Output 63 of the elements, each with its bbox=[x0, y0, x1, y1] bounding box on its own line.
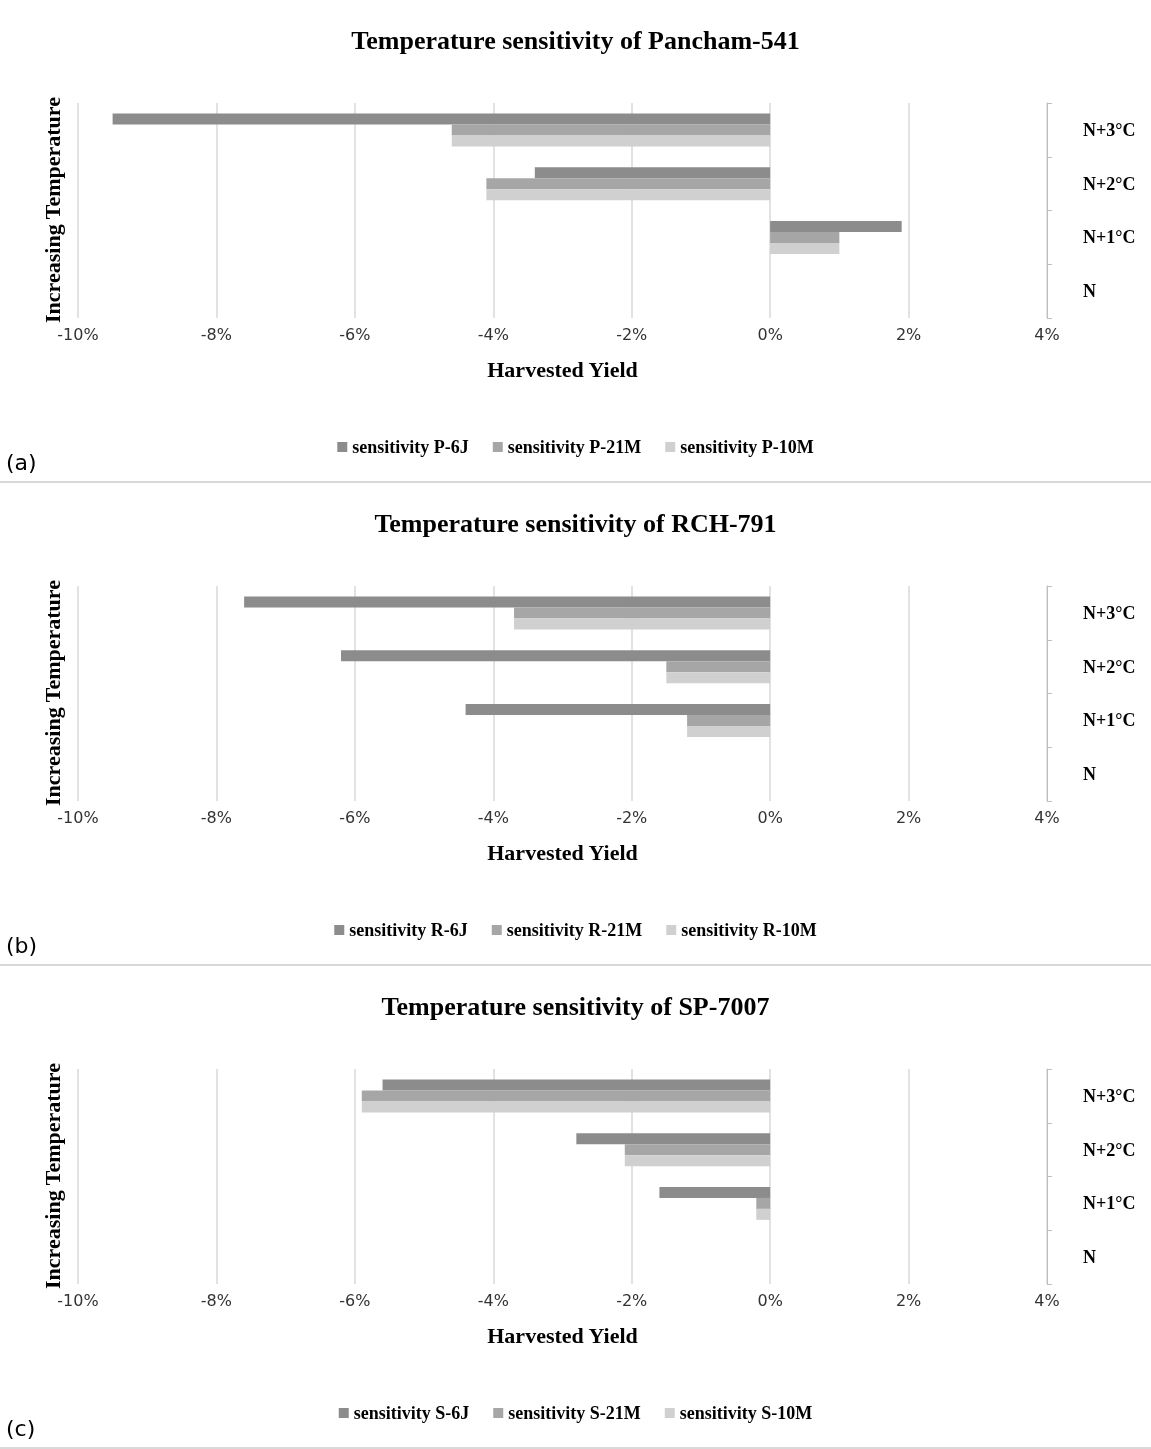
x-tick-label: -10% bbox=[57, 324, 99, 344]
x-axis-title: Harvested Yield bbox=[487, 839, 638, 865]
legend-label: sensitivity R-6J bbox=[349, 920, 468, 940]
legend-label: sensitivity R-21M bbox=[506, 920, 643, 940]
bar bbox=[770, 220, 902, 232]
chart-title: Temperature sensitivity of Pancham-541 bbox=[351, 25, 800, 55]
text: (a) bbox=[6, 449, 37, 475]
legend-label: sensitivity S-21M bbox=[508, 1403, 641, 1423]
x-tick-label: -8% bbox=[200, 807, 233, 827]
legend-label: sensitivity R-10M bbox=[681, 920, 817, 940]
x-tick-label: -4% bbox=[477, 807, 509, 827]
x-tick-label: 0% bbox=[757, 324, 783, 344]
text: (b) bbox=[6, 932, 38, 958]
x-tick-label: 2% bbox=[895, 324, 922, 344]
x-tick-label: -4% bbox=[477, 1290, 509, 1310]
y-axis-title: Increasing Temperature bbox=[39, 96, 65, 323]
legend-label: sensitivity S-6J bbox=[353, 1403, 470, 1423]
x-tick-label: -8% bbox=[200, 324, 233, 344]
x-axis-title: Harvested Yield bbox=[487, 1322, 638, 1348]
y-tick-label: N+2°C bbox=[1083, 1139, 1136, 1160]
x-tick-label: 4% bbox=[1034, 1290, 1060, 1310]
x-tick-label: -10% bbox=[57, 1290, 99, 1310]
y-tick-label: N bbox=[1083, 1247, 1096, 1268]
y-tick-label: N+2°C bbox=[1083, 173, 1136, 194]
legend-label: sensitivity P-6J bbox=[352, 437, 469, 457]
x-tick-label: -2% bbox=[616, 324, 648, 344]
bar bbox=[486, 178, 771, 190]
y-tick-label: N bbox=[1083, 764, 1096, 785]
y-axis-title: Increasing Temperature bbox=[39, 1062, 65, 1289]
chart-title: Temperature sensitivity of SP-7007 bbox=[381, 991, 770, 1021]
x-tick-label: 4% bbox=[1034, 807, 1060, 827]
x-tick-label: 0% bbox=[757, 807, 783, 827]
y-axis-title: Increasing Temperature bbox=[39, 579, 65, 806]
text: (c) bbox=[6, 1415, 36, 1441]
x-tick-label: -6% bbox=[339, 1290, 371, 1310]
x-tick-label: -10% bbox=[57, 807, 99, 827]
y-tick-label: N+3°C bbox=[1083, 1085, 1136, 1106]
x-tick-label: 4% bbox=[1034, 324, 1060, 344]
bar bbox=[112, 113, 771, 125]
y-tick-label: N+1°C bbox=[1083, 710, 1136, 731]
legend-label: sensitivity P-21M bbox=[507, 437, 642, 457]
y-tick-label: N+3°C bbox=[1083, 602, 1136, 623]
chart-title: Temperature sensitivity of RCH-791 bbox=[374, 508, 777, 538]
x-tick-label: 0% bbox=[757, 1290, 783, 1310]
bar bbox=[534, 167, 771, 179]
x-tick-label: -2% bbox=[616, 1290, 648, 1310]
bar bbox=[451, 124, 771, 136]
y-tick-label: N+3°C bbox=[1083, 119, 1136, 140]
y-tick-label: N+1°C bbox=[1083, 1193, 1136, 1214]
bar bbox=[770, 231, 840, 243]
x-tick-label: -6% bbox=[339, 807, 371, 827]
x-tick-label: 2% bbox=[895, 807, 922, 827]
x-tick-label: -8% bbox=[200, 1290, 233, 1310]
legend-label: sensitivity P-10M bbox=[680, 437, 814, 457]
legend-label: sensitivity S-10M bbox=[679, 1403, 813, 1423]
x-tick-label: -6% bbox=[339, 324, 371, 344]
y-tick-label: N+2°C bbox=[1083, 656, 1136, 677]
y-tick-label: N+1°C bbox=[1083, 227, 1136, 248]
x-axis-title: Harvested Yield bbox=[487, 356, 638, 382]
x-tick-label: -4% bbox=[477, 324, 509, 344]
y-tick-label: N bbox=[1083, 281, 1096, 302]
x-tick-label: 2% bbox=[895, 1290, 922, 1310]
x-tick-label: -2% bbox=[616, 807, 648, 827]
